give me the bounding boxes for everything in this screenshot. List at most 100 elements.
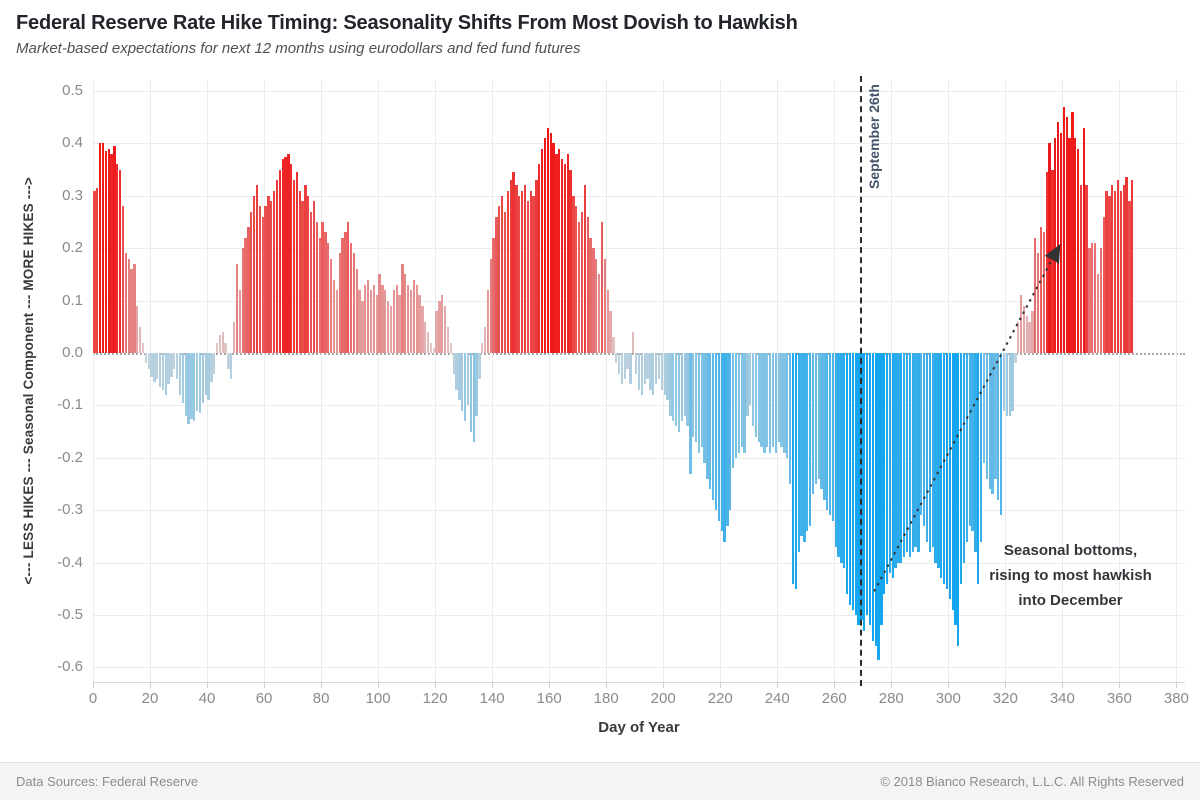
bar[interactable] [523,185,527,353]
bar[interactable] [951,353,954,610]
bar[interactable] [215,342,219,353]
bar[interactable] [1094,242,1097,353]
bar[interactable] [99,143,102,353]
bar[interactable] [697,353,701,453]
bar[interactable] [227,353,230,369]
bar[interactable] [367,279,370,353]
bar[interactable] [501,195,504,353]
bar[interactable] [1019,295,1023,353]
bar[interactable] [928,353,931,553]
bar[interactable] [1065,117,1068,353]
bar[interactable] [495,216,498,353]
bar[interactable] [837,353,840,558]
bar[interactable] [760,353,763,448]
bar[interactable] [589,237,592,353]
bar[interactable] [982,353,986,464]
bar[interactable] [392,290,395,353]
bar[interactable] [327,242,330,353]
bar[interactable] [406,284,410,353]
bar[interactable] [948,353,951,600]
bar[interactable] [138,326,142,353]
bar[interactable] [1017,321,1020,353]
bar[interactable] [1122,185,1125,353]
bar[interactable] [167,353,170,385]
bar[interactable] [771,353,775,448]
bar[interactable] [486,290,490,353]
bar[interactable] [475,353,478,416]
bar[interactable] [1114,190,1117,353]
bar[interactable] [270,201,273,353]
bar[interactable] [971,353,974,532]
bar[interactable] [409,290,413,353]
bar[interactable] [347,222,350,353]
bar[interactable] [888,353,892,574]
bar[interactable] [170,353,173,377]
bar[interactable] [846,353,849,595]
bar[interactable] [312,201,316,353]
bar[interactable] [375,295,378,353]
bar[interactable] [173,353,176,369]
bar[interactable] [395,284,398,353]
bar[interactable] [560,159,564,353]
bar[interactable] [603,258,606,353]
bar[interactable] [387,300,390,353]
bar[interactable] [492,237,495,353]
bar[interactable] [712,353,715,500]
bar[interactable] [623,353,626,380]
bar[interactable] [908,353,912,558]
bar[interactable] [578,222,581,353]
bar[interactable] [737,353,740,453]
bar[interactable] [287,153,290,353]
bar[interactable] [201,353,204,403]
bar[interactable] [121,206,125,353]
bar[interactable] [723,353,726,542]
bar[interactable] [438,300,441,353]
bar[interactable] [224,342,227,353]
bar[interactable] [823,353,826,500]
bar[interactable] [597,274,601,353]
bar[interactable] [210,353,213,382]
bar[interactable] [472,353,475,443]
bar[interactable] [321,222,324,353]
bar[interactable] [843,353,846,568]
bar[interactable] [900,353,903,563]
bar[interactable] [729,353,732,511]
bar[interactable] [341,237,344,353]
bar[interactable] [954,353,957,626]
bar[interactable] [977,353,980,584]
bar[interactable] [808,353,812,526]
bar[interactable] [1119,190,1122,353]
bar[interactable] [295,172,299,353]
bar[interactable] [1085,185,1088,353]
bar[interactable] [709,353,712,490]
bar[interactable] [754,353,758,437]
bar[interactable] [817,353,820,479]
bar[interactable] [826,353,829,511]
bar[interactable] [1125,177,1128,353]
bar[interactable] [1091,242,1094,353]
bar[interactable] [253,195,256,353]
bar[interactable] [518,195,521,353]
bar[interactable] [1025,316,1028,353]
bar[interactable] [435,311,438,353]
bar[interactable] [1039,227,1043,353]
bar[interactable] [654,353,658,385]
bar[interactable] [181,353,185,403]
bar[interactable] [441,295,444,353]
bar[interactable] [324,232,327,353]
bar[interactable] [646,353,649,380]
bar[interactable] [865,353,869,615]
bar[interactable] [606,290,609,353]
bar[interactable] [740,353,743,448]
bar[interactable] [617,353,621,374]
bar[interactable] [284,156,287,353]
bar[interactable] [415,284,418,353]
bar[interactable] [244,237,247,353]
bar[interactable] [863,353,866,631]
bar[interactable] [361,300,364,353]
bar[interactable] [1028,321,1031,353]
bar[interactable] [404,274,407,353]
bar[interactable] [566,153,569,353]
bar[interactable] [783,353,786,453]
bar[interactable] [329,258,333,353]
